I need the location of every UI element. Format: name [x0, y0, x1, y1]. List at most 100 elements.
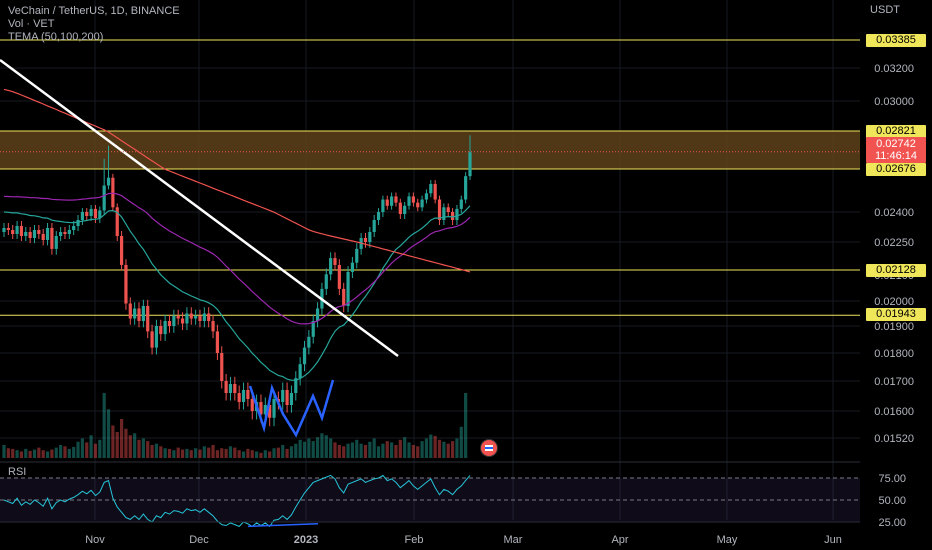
- candle-body: [211, 321, 215, 332]
- volume-bar: [272, 448, 276, 458]
- volume-bar: [194, 448, 198, 458]
- volume-bar: [320, 433, 324, 458]
- volume-bar: [85, 442, 89, 458]
- candle-body: [198, 316, 202, 321]
- candle-body: [368, 232, 372, 242]
- candle-body: [272, 399, 276, 418]
- volume-bar: [403, 437, 407, 458]
- volume-bar: [302, 441, 307, 458]
- candle-body: [72, 226, 76, 230]
- rsi-indicator-label[interactable]: RSI: [8, 466, 27, 478]
- volume-bar: [137, 439, 141, 458]
- volume-bar: [263, 450, 267, 458]
- volume-bar: [211, 445, 215, 458]
- candle-body: [163, 321, 167, 335]
- tema-indicator-label[interactable]: TEMA (50,100,200): [8, 31, 104, 43]
- volume-bar: [268, 451, 272, 458]
- candle-body: [50, 228, 54, 249]
- candle-body: [19, 226, 24, 236]
- volume-bar: [276, 447, 280, 458]
- volume-bar: [333, 442, 337, 458]
- candle-body: [172, 316, 176, 326]
- volume-bar: [437, 439, 442, 458]
- candle-body: [54, 236, 58, 249]
- candle-body: [298, 364, 302, 379]
- volume-bar: [376, 446, 381, 458]
- candle-body: [124, 264, 128, 304]
- candle-body: [429, 183, 433, 194]
- last-price-value: 0.02742: [876, 138, 916, 150]
- volume-bar: [76, 441, 80, 458]
- volume-bar: [128, 435, 132, 458]
- candle-body: [41, 234, 45, 240]
- candle-body: [119, 236, 124, 265]
- volume-bar: [24, 448, 28, 458]
- candle-body: [233, 384, 237, 393]
- tema-mid-line: [3, 192, 471, 325]
- volume-bar: [407, 442, 411, 458]
- candle-body: [376, 212, 381, 220]
- candle-body: [411, 196, 415, 203]
- candle-body: [259, 402, 263, 415]
- candle-body: [154, 326, 159, 348]
- candle-body: [372, 220, 376, 232]
- volume-bar: [311, 441, 315, 458]
- volume-bar: [359, 443, 363, 458]
- candle-body: [185, 313, 189, 324]
- candle-body: [76, 220, 80, 226]
- candle-body: [59, 232, 63, 236]
- volume-bar: [41, 450, 45, 458]
- candle-body: [455, 208, 459, 220]
- x-axis-tick-label: Mar: [504, 534, 523, 546]
- us-flag-icon[interactable]: [481, 440, 497, 456]
- volume-bar: [289, 446, 294, 458]
- volume-bar: [385, 441, 389, 458]
- candle-body: [2, 228, 6, 232]
- volume-bar: [176, 447, 180, 458]
- candle-body: [433, 183, 437, 200]
- candle-body: [289, 393, 294, 405]
- price-level-badge-3: 0.02676: [866, 163, 926, 176]
- volume-bar: [124, 428, 128, 458]
- candle-body: [246, 390, 250, 399]
- candle-body: [159, 326, 163, 335]
- candle-body: [459, 199, 463, 209]
- volume-bar: [45, 451, 50, 458]
- candle-body: [403, 205, 407, 214]
- volume-indicator-label[interactable]: Vol · VET: [8, 18, 55, 30]
- volume-bar: [172, 450, 176, 458]
- symbol-title[interactable]: VeChain / TetherUS, 1D, BINANCE: [8, 5, 180, 17]
- candle-body: [24, 232, 28, 236]
- x-axis-tick-label: Jun: [824, 534, 842, 546]
- volume-bar: [446, 443, 450, 458]
- candle-body: [11, 230, 15, 234]
- x-axis-tick-label: Nov: [85, 534, 105, 546]
- volume-bar: [198, 449, 202, 458]
- volume-bar: [180, 449, 185, 458]
- volume-bar: [390, 442, 394, 458]
- candle-body: [307, 336, 311, 348]
- volume-bar: [189, 450, 193, 458]
- candle-body: [346, 271, 350, 306]
- volume-bar: [67, 448, 71, 458]
- volume-bar: [2, 445, 6, 458]
- last-price-badge: 0.02742 11:46:14: [866, 137, 926, 163]
- candle-body: [450, 212, 455, 220]
- volume-bar: [420, 441, 424, 458]
- candle-body: [324, 274, 328, 289]
- candle-body: [302, 347, 307, 365]
- candle-body: [37, 230, 41, 234]
- candle-body: [228, 384, 233, 393]
- candle-body: [407, 196, 411, 206]
- candle-body: [141, 306, 145, 321]
- candle-body: [442, 207, 446, 220]
- volume-bar: [433, 435, 437, 458]
- candle-body: [67, 230, 71, 234]
- volume-bar: [32, 449, 37, 458]
- x-axis-tick-label: Apr: [611, 534, 628, 546]
- candle-body: [294, 378, 298, 393]
- rsi-tick-label: 25.00: [878, 517, 906, 529]
- volume-bar: [6, 448, 10, 458]
